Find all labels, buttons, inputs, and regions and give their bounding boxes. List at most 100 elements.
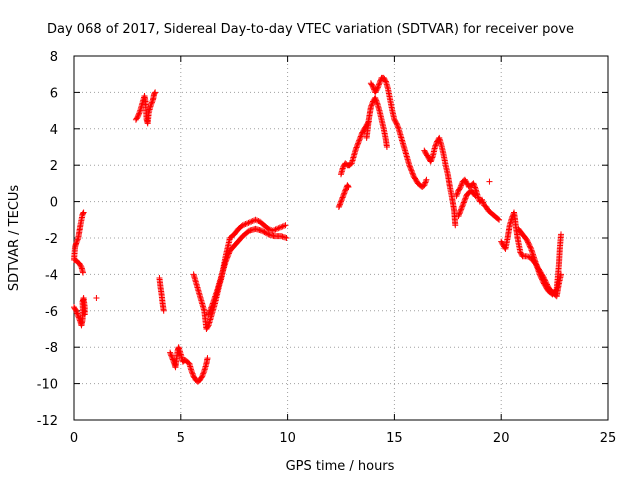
data-point bbox=[461, 196, 468, 203]
data-point bbox=[80, 209, 87, 216]
data-point bbox=[74, 236, 81, 243]
data-point bbox=[207, 307, 214, 314]
data-point bbox=[455, 213, 462, 220]
data-point bbox=[357, 133, 364, 140]
y-tick-label: 2 bbox=[50, 159, 58, 174]
data-point bbox=[523, 253, 530, 260]
data-point bbox=[454, 190, 461, 197]
data-point bbox=[458, 206, 465, 213]
data-point bbox=[539, 277, 546, 284]
data-point bbox=[375, 81, 382, 88]
data-point bbox=[342, 187, 349, 194]
y-tick-label: -10 bbox=[37, 378, 58, 393]
data-point bbox=[225, 251, 232, 258]
data-point bbox=[188, 367, 195, 374]
data-point bbox=[457, 209, 464, 216]
data-point bbox=[168, 352, 175, 359]
data-point bbox=[190, 371, 197, 378]
y-tick-labels: -12 -10 -8 -6 -4 -2 0 2 4 6 8 bbox=[37, 50, 58, 429]
y-tick-label: -12 bbox=[37, 414, 58, 429]
data-point bbox=[372, 94, 379, 101]
data-point bbox=[486, 178, 493, 185]
data-point bbox=[261, 229, 268, 236]
data-point bbox=[394, 121, 401, 128]
data-point bbox=[376, 78, 383, 85]
data-point bbox=[406, 163, 413, 170]
data-point bbox=[456, 185, 463, 192]
data-point bbox=[283, 235, 290, 241]
data-point bbox=[470, 181, 477, 188]
data-point bbox=[433, 141, 440, 148]
data-point bbox=[368, 101, 375, 108]
x-tick-label: 0 bbox=[70, 431, 78, 446]
data-point bbox=[383, 144, 390, 150]
data-point bbox=[189, 369, 196, 376]
data-point bbox=[458, 181, 465, 188]
data-point bbox=[73, 240, 80, 247]
data-point bbox=[167, 351, 174, 358]
data-point bbox=[225, 250, 232, 257]
data-point bbox=[149, 98, 156, 105]
data-point bbox=[341, 189, 348, 196]
data-point bbox=[248, 218, 255, 225]
data-point bbox=[462, 195, 469, 202]
data-point bbox=[374, 85, 381, 92]
data-point bbox=[406, 162, 413, 169]
data-point bbox=[264, 230, 271, 237]
data-point bbox=[241, 221, 248, 228]
y-tick-label: 4 bbox=[50, 123, 58, 138]
data-point bbox=[260, 228, 267, 235]
data-point bbox=[372, 96, 379, 103]
data-point bbox=[453, 191, 460, 198]
data-point bbox=[189, 370, 196, 377]
data-point bbox=[421, 182, 428, 189]
data-point bbox=[239, 222, 246, 229]
data-point bbox=[526, 242, 533, 249]
y-tick-label: -4 bbox=[45, 268, 58, 283]
data-point bbox=[392, 119, 399, 126]
data-point bbox=[344, 183, 351, 190]
data-point bbox=[224, 253, 231, 260]
data-point bbox=[81, 311, 88, 318]
data-point bbox=[427, 158, 434, 165]
data-point bbox=[147, 102, 154, 109]
y-tick-label: 6 bbox=[50, 86, 58, 101]
data-point bbox=[462, 194, 469, 201]
data-point bbox=[266, 226, 273, 233]
data-point bbox=[224, 254, 231, 261]
data-point bbox=[478, 196, 485, 203]
data-point bbox=[223, 257, 230, 264]
data-point bbox=[339, 195, 346, 202]
data-point bbox=[527, 244, 534, 251]
data-point bbox=[167, 349, 174, 356]
data-point bbox=[265, 225, 272, 232]
data-point bbox=[73, 307, 80, 314]
data-point bbox=[475, 194, 482, 201]
data-point bbox=[73, 239, 80, 246]
data-point bbox=[338, 197, 345, 204]
data-point bbox=[77, 262, 84, 269]
data-point bbox=[79, 269, 86, 276]
data-point bbox=[148, 100, 155, 107]
x-tick-label: 15 bbox=[386, 431, 403, 446]
data-point bbox=[135, 113, 142, 120]
data-point bbox=[453, 193, 460, 200]
data-point bbox=[409, 169, 416, 176]
data-point bbox=[208, 303, 215, 310]
data-point bbox=[75, 313, 82, 320]
data-point bbox=[456, 210, 463, 217]
data-point bbox=[281, 222, 288, 229]
y-tick-label: -8 bbox=[45, 341, 58, 356]
data-point bbox=[356, 137, 363, 144]
data-point bbox=[207, 305, 214, 312]
data-point bbox=[345, 184, 352, 191]
data-point bbox=[452, 222, 459, 229]
data-point bbox=[74, 311, 81, 318]
data-point bbox=[431, 144, 438, 150]
data-point bbox=[422, 178, 429, 185]
data-point bbox=[456, 211, 463, 218]
data-point bbox=[461, 198, 468, 205]
data-point bbox=[279, 223, 286, 230]
data-point bbox=[407, 166, 414, 173]
data-point bbox=[458, 182, 465, 189]
